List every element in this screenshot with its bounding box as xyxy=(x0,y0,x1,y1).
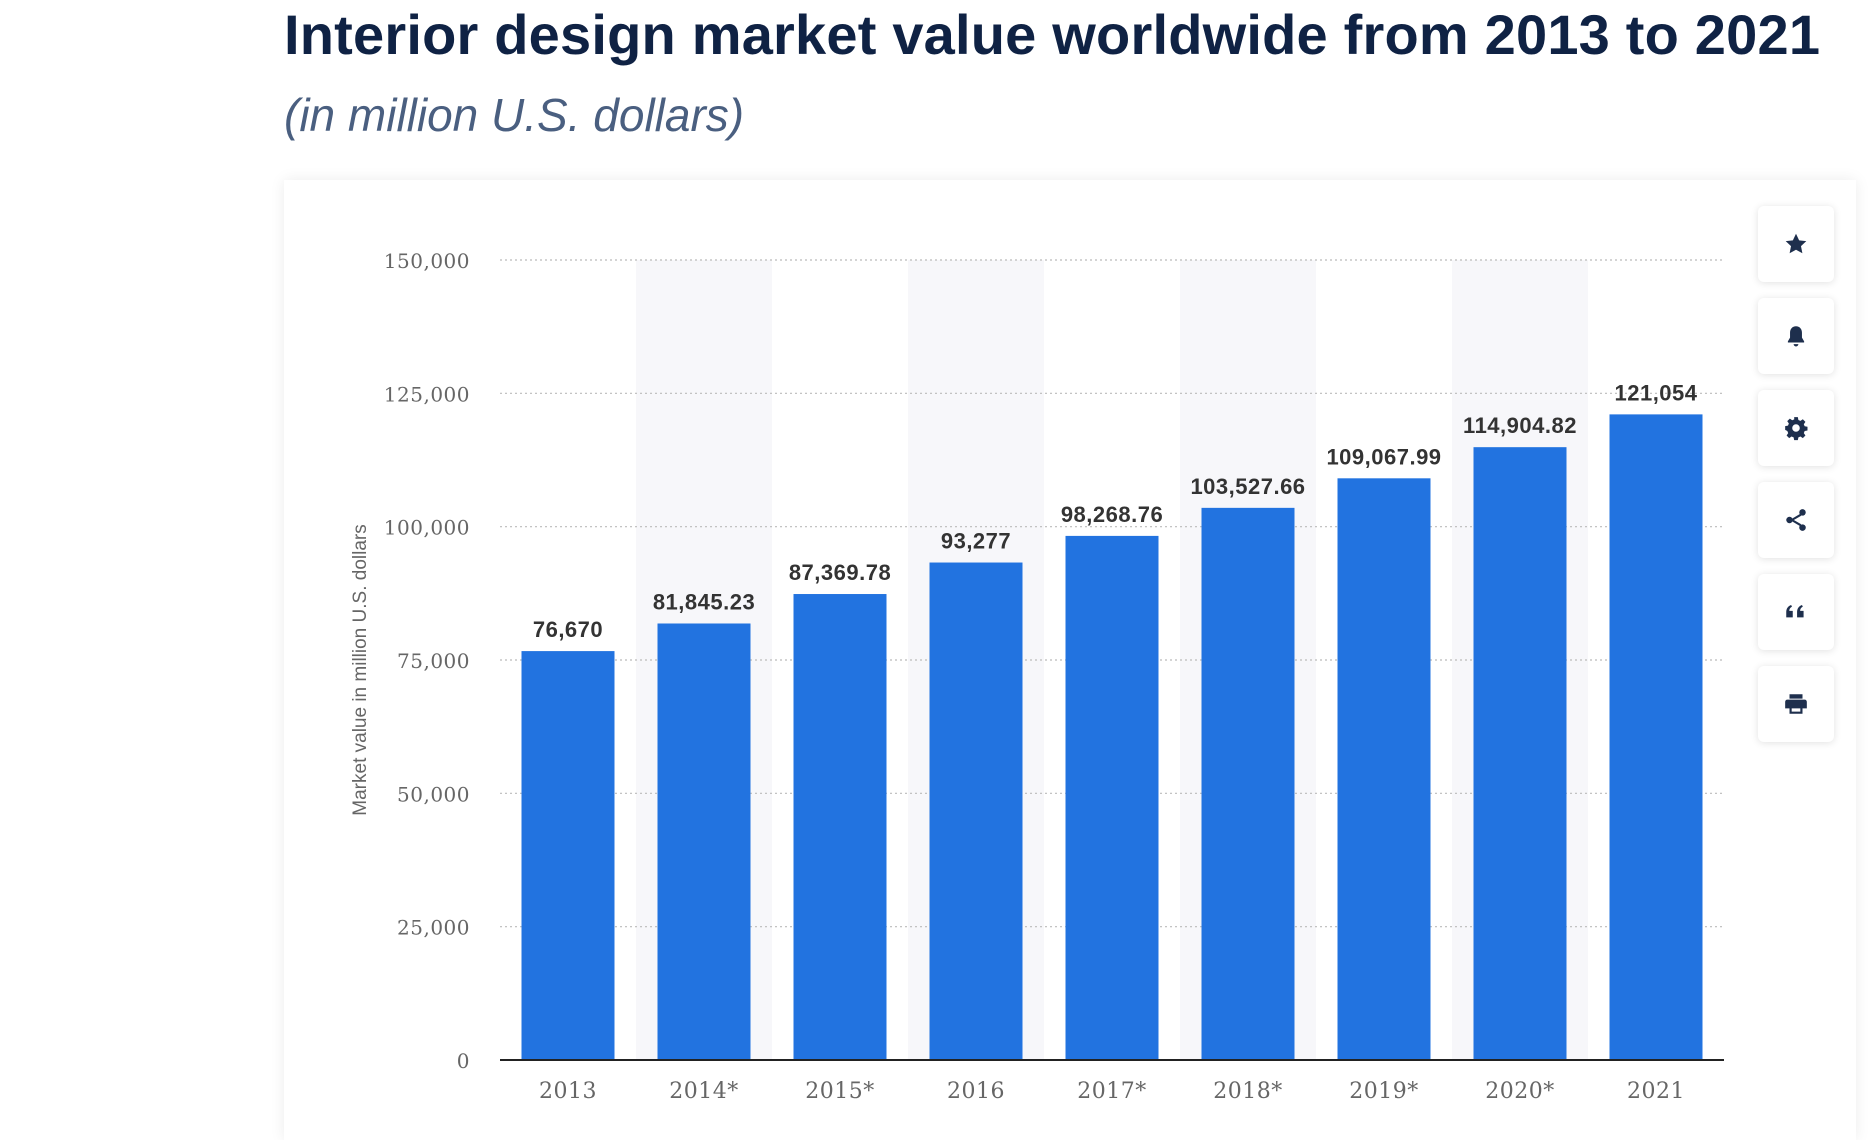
y-tick-label: 100,000 xyxy=(384,516,470,540)
x-tick-label: 2016 xyxy=(947,1079,1005,1104)
bar-chart: 0 25,000 50,000 75,000 100,000 125,000 150,000… xyxy=(350,249,1724,1104)
cite-button[interactable] xyxy=(1758,574,1834,650)
y-axis-label: Market value in million U.S. dollars xyxy=(350,524,371,815)
bar xyxy=(1201,507,1295,1060)
y-tick-label: 75,000 xyxy=(397,649,470,673)
share-icon xyxy=(1786,509,1806,531)
x-tick-label: 2015* xyxy=(805,1079,875,1104)
bar xyxy=(1609,414,1703,1060)
data-label: 76,670 xyxy=(533,617,603,642)
x-tick-label: 2013 xyxy=(539,1079,597,1104)
chart-card: 0 25,000 50,000 75,000 100,000 125,000 150,000… xyxy=(284,180,1856,1140)
bar xyxy=(929,562,1023,1060)
data-label: 109,067.99 xyxy=(1326,444,1441,469)
chart-subtitle: (in million U.S. dollars) xyxy=(284,89,745,141)
x-tick-label: 2020* xyxy=(1485,1079,1555,1104)
data-label: 121,054 xyxy=(1614,380,1697,405)
x-tick-label: 2018* xyxy=(1213,1079,1283,1104)
share-button[interactable] xyxy=(1758,482,1834,558)
print-button[interactable] xyxy=(1758,666,1834,742)
gear-icon xyxy=(1785,417,1808,441)
x-tick-label: 2017* xyxy=(1077,1079,1147,1104)
x-tick-label: 2014* xyxy=(669,1079,739,1104)
bar xyxy=(1337,478,1431,1060)
bar xyxy=(657,623,751,1060)
quote-icon xyxy=(1786,604,1804,618)
data-label: 103,527.66 xyxy=(1190,474,1305,499)
bar xyxy=(1473,447,1567,1060)
bar xyxy=(521,651,615,1060)
chart-toolbar xyxy=(1758,206,1834,758)
y-tick-label: 0 xyxy=(457,1049,470,1073)
x-tick-label: 2019* xyxy=(1349,1079,1419,1104)
data-label: 114,904.82 xyxy=(1463,413,1577,438)
bar xyxy=(793,594,887,1060)
notification-button[interactable] xyxy=(1758,298,1834,374)
print-icon xyxy=(1785,694,1807,714)
star-icon xyxy=(1785,233,1807,254)
favorite-button[interactable] xyxy=(1758,206,1834,282)
y-tick-label: 125,000 xyxy=(384,382,470,406)
chart-title: Interior design market value worldwide f… xyxy=(284,3,1821,66)
data-label: 98,268.76 xyxy=(1061,502,1163,527)
data-label: 87,369.78 xyxy=(789,560,891,585)
bell-icon xyxy=(1787,326,1805,347)
y-tick-label: 50,000 xyxy=(397,782,470,806)
bar xyxy=(1065,535,1159,1060)
settings-button[interactable] xyxy=(1758,390,1834,466)
data-label: 93,277 xyxy=(941,529,1011,554)
x-tick-label: 2021 xyxy=(1627,1079,1685,1104)
y-tick-label: 150,000 xyxy=(384,249,470,273)
data-label: 81,845.23 xyxy=(653,589,755,614)
y-tick-label: 25,000 xyxy=(397,916,470,940)
